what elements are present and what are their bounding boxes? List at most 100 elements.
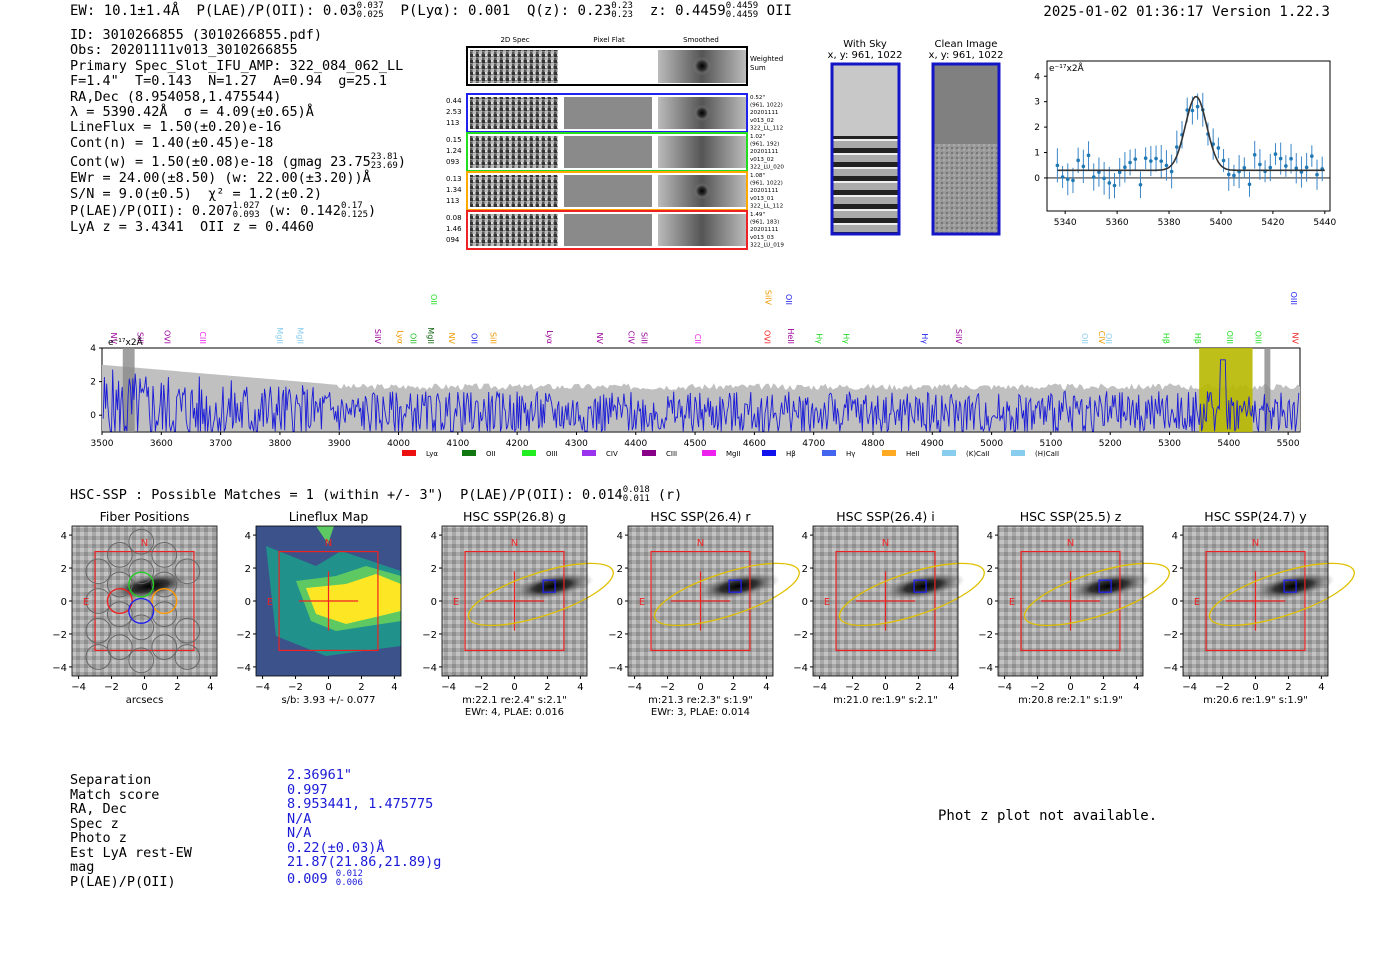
fiber-circle <box>151 542 178 568</box>
legend-label: Lyα <box>426 450 438 458</box>
clean-image-title: Clean Image <box>935 39 998 50</box>
hsc-panel-title: HSC SSP(24.7) y <box>1204 509 1307 524</box>
match-value-ew: 0.22(±0.03)Å <box>287 839 385 856</box>
hsc-match-marker <box>913 579 927 593</box>
hsc-xtick-label: 4 <box>1133 682 1139 693</box>
zoom-datapoint <box>1164 163 1169 168</box>
cutout-left-label: 1.24 <box>446 147 462 155</box>
with-sky-title: With Sky <box>843 39 887 50</box>
match-label-plae: P(LAE)/P(OII) <box>70 873 176 890</box>
hsc-title-text: HSC-SSP : Possible Matches = 1 (within +… <box>70 487 623 503</box>
info-plae-lo: 0.093 <box>232 210 260 221</box>
legend-swatch <box>582 450 596 456</box>
hsc-ytick-label: 4 <box>617 531 623 542</box>
compass-north: N <box>511 538 518 549</box>
fiber-circle <box>106 634 133 660</box>
spectrum-xtick-label: 4000 <box>387 439 410 449</box>
hsc-panel-caption: s/b: 3.93 +/- 0.077 <box>281 695 375 706</box>
match-value-score: 0.997 <box>287 781 328 798</box>
hsc-galaxy <box>696 572 780 601</box>
cutout-2dspec <box>470 214 558 246</box>
cutout-left-label: 2.53 <box>446 108 462 116</box>
zoom-xtick-label: 5440 <box>1313 218 1336 228</box>
hsc-match-marker <box>542 579 556 593</box>
hsc-xtick-label: 0 <box>1067 682 1073 693</box>
weighted-label-2: Sum <box>750 64 766 72</box>
spectrum-line-label: MgII <box>426 327 435 344</box>
spectrum-line-label: Hγ <box>815 333 824 344</box>
match-value-plae: 0.009 0.012 0.006 <box>287 869 441 888</box>
hsc-galaxy <box>510 572 594 601</box>
zoom-datapoint <box>1128 160 1132 165</box>
hsc-panel-caption-2: EWr: 3, PLAE: 0.014 <box>651 707 750 718</box>
cutout-right-label: 0.52" <box>750 95 765 101</box>
spectrum-line-label: OII <box>784 294 793 305</box>
spectrum-xtick-label: 3900 <box>328 439 351 449</box>
hsc-ytick-label: −4 <box>1163 663 1178 674</box>
zoom-datapoint <box>1289 156 1293 161</box>
zoom-datapoint <box>1097 170 1101 174</box>
phot-z-message: Phot z plot not available. <box>938 808 1158 824</box>
zoom-ylabel: e⁻¹⁷x2Å <box>1049 62 1085 74</box>
zoom-datapoint <box>1216 146 1221 150</box>
compass-east: E <box>1194 597 1200 608</box>
hsc-aperture-box <box>278 550 379 652</box>
hsc-ytick-label: 4 <box>802 531 808 542</box>
header-datetime: 2025-01-02 01:36:17 <box>1043 4 1204 20</box>
header-z-line: OII <box>766 3 792 19</box>
hsc-ytick-label: 4 <box>1172 531 1178 542</box>
spectrum-line-label: NV <box>595 333 604 345</box>
spectrum-xtick-label: 5100 <box>1039 439 1062 449</box>
cutout-right-label: 1.49" <box>750 212 765 218</box>
spectrum-masked-region <box>1264 348 1271 432</box>
lineflux-contour <box>316 526 334 544</box>
info-plae-w-hi: 0.17 <box>340 201 363 212</box>
hsc-panel-title: Lineflux Map <box>289 509 369 524</box>
full-spectrum: 4 2 0 3500 3600 3700 3800 3900 4000 4100 4200 4300 4… <box>90 290 1301 458</box>
info-contw-text: Cont(w) = 1.50(±0.08)e-18 (gmag 23.75 <box>70 154 371 171</box>
zoom-xtick-label: 5340 <box>1054 218 1077 228</box>
fiber-circle-selected <box>128 597 155 624</box>
zoom-xtick-label: 5360 <box>1106 218 1129 228</box>
spectrum-line-label: SiIV <box>764 290 773 306</box>
hsc-panel-caption-2: EWr: 4, PLAE: 0.016 <box>465 707 564 718</box>
spectrum-xtick-label: 4500 <box>684 439 707 449</box>
spectrum-line-label: Lyα <box>545 330 554 344</box>
hsc-xtick-label: 2 <box>544 682 550 693</box>
fiber-circle-selected <box>151 587 178 615</box>
info-sn: S/N = 9.0(±0.5) χ² = 1.2(±0.2) <box>70 185 322 202</box>
weighted-2dspec <box>470 50 558 83</box>
hsc-panel-title: Fiber Positions <box>100 509 190 524</box>
zoom-datapoint <box>1065 177 1070 182</box>
header-plae-lo: 0.025 <box>356 10 384 20</box>
hsc-ytick-label: 0 <box>245 597 251 608</box>
spectrum-line-label: Hβ <box>1193 333 1202 344</box>
zoom-datapoint <box>1159 159 1164 163</box>
cutout-left-label: 0.13 <box>446 175 462 183</box>
legend-label: OII <box>486 450 496 458</box>
zoom-datapoint <box>1310 154 1314 158</box>
zoom-datapoint <box>1190 108 1195 113</box>
spectrum-xtick-label: 4600 <box>743 439 766 449</box>
hsc-xtick-label: −4 <box>997 682 1012 693</box>
fiber-circle <box>85 644 112 670</box>
spectrum-xtick-label: 3600 <box>150 439 173 449</box>
legend-swatch <box>462 450 476 456</box>
hsc-xtick-label: 0 <box>882 682 888 693</box>
header-plae-hi: 0.037 <box>356 1 384 11</box>
legend-label: MgII <box>726 450 741 458</box>
cutout-right-label: (961, 1022) <box>750 181 783 187</box>
zoom-ytick-label: 4 <box>1034 72 1040 82</box>
legend-swatch <box>762 450 776 456</box>
info-contn: Cont(n) = 1.40(±0.45)e-18 <box>70 134 274 151</box>
spectrum-xtick-label: 4300 <box>565 439 588 449</box>
hsc-panel-title: HSC SSP(26.8) g <box>463 509 566 524</box>
info-plae-w-suffix: ) <box>368 203 377 220</box>
match-value-photoz: N/A <box>287 825 312 841</box>
hsc-xtick-label: 0 <box>1252 682 1258 693</box>
cutout-right-label: 1.08" <box>750 173 765 179</box>
spectrum-content: 4 2 0 3500 3600 3700 3800 3900 4000 4100 4200 4300 4… <box>90 290 1301 458</box>
spectrum-ytick-label: 4 <box>90 344 96 354</box>
hsc-content: Fiber Positions N E 4 2 0 −2 −4 −4 −2 0 2 4 arcsecs Li… <box>52 509 1355 718</box>
